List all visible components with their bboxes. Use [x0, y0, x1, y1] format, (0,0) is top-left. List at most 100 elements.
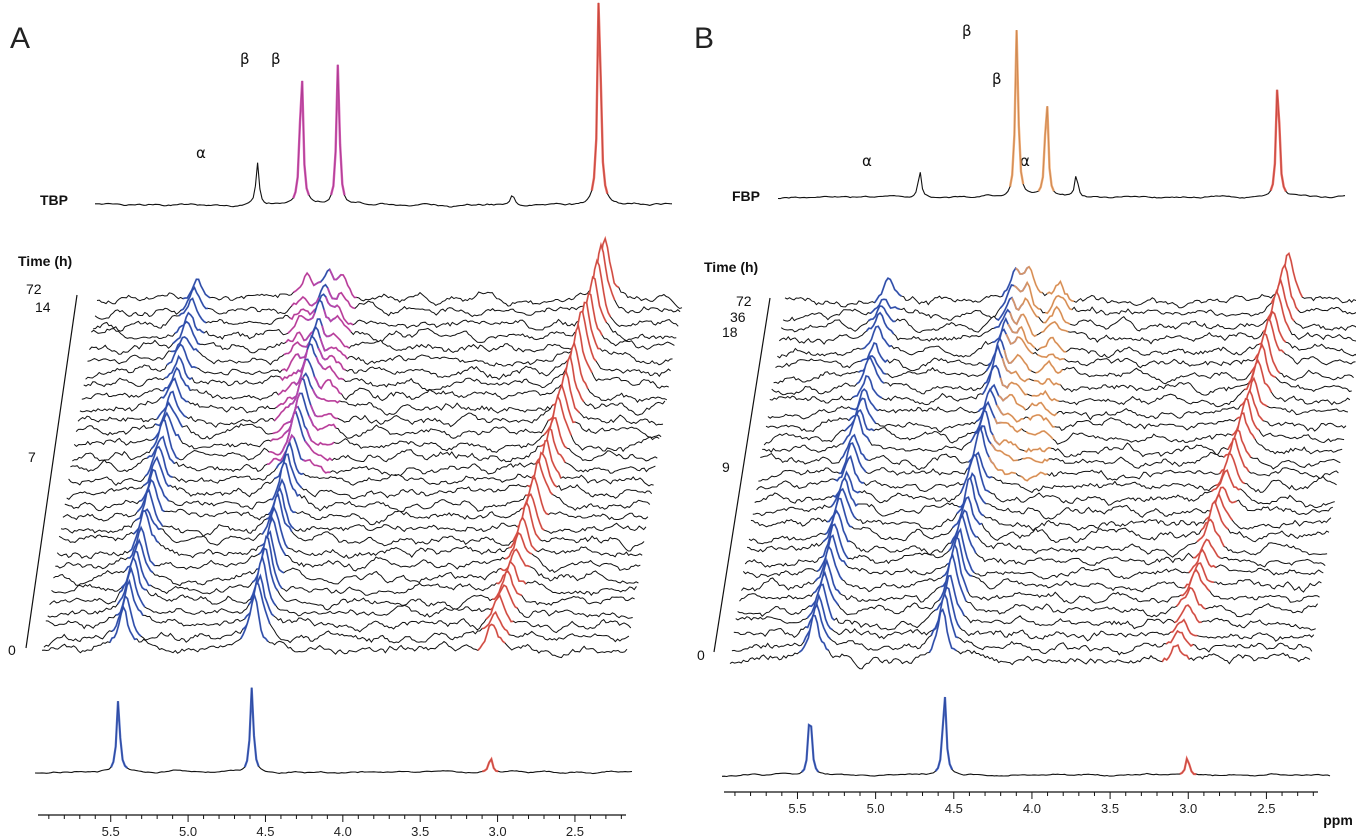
stack-trace-peak [938, 552, 967, 602]
stack-trace-peak [814, 544, 843, 582]
stack-trace-peak [492, 570, 523, 600]
stack-trace-peak [999, 377, 1028, 396]
panel-a-peak-label-beta-1: β [240, 50, 250, 68]
panel-b-peak-label-beta-2: β [992, 70, 1002, 88]
stack-trace-peak [266, 433, 295, 466]
stack-trace-peak [1029, 401, 1058, 417]
stack-trace [47, 555, 633, 619]
stack-trace-peak [302, 458, 331, 474]
stack-trace-peak [1033, 378, 1061, 386]
panel-b-compound-label: FBP [732, 188, 760, 204]
stack-trace-mask [68, 440, 654, 496]
stack-trace-peak [500, 548, 531, 572]
x-tick-label: 5.0 [179, 824, 197, 836]
stack-trace-peak [270, 461, 301, 501]
stack-trace-peak [990, 443, 1019, 462]
stack-trace-peak [321, 325, 350, 349]
stack-trace-peak [852, 374, 883, 399]
stack-trace-mask [767, 378, 1348, 428]
stack-trace-peak [277, 359, 307, 396]
x-tick-label: 2.5 [1257, 801, 1275, 816]
stack-trace-peak [477, 623, 506, 651]
x-tick-label: 3.0 [489, 824, 507, 836]
stack-trace-peak [844, 408, 875, 432]
reference-spectrum [95, 2, 673, 208]
stack-trace-peak [306, 429, 335, 447]
reference-peak [590, 2, 609, 195]
stack-trace-peak [1043, 305, 1071, 325]
stack-trace-peak [842, 411, 871, 445]
stack-trace-peak [240, 591, 269, 642]
x-tick-label: 5.5 [102, 824, 120, 836]
stack-trace-peak [281, 343, 311, 373]
stack-trace-mask [779, 291, 1356, 354]
stack-trace-peak [1003, 349, 1032, 372]
stack-trace-peak [1027, 414, 1055, 428]
panel-b-plot: 5.5 5.0 4.5 4.0 3.5 3.0 2.5 ppm [721, 30, 1356, 828]
stack-trace-mask [61, 489, 646, 544]
stack-trace [49, 547, 635, 611]
stack-trace-peak [806, 583, 835, 621]
stack-trace-mask [756, 452, 1337, 502]
stack-trace-mask [741, 537, 1322, 600]
stack-trace-mask [47, 557, 633, 628]
stack-trace-mask [70, 428, 656, 483]
stack-trace-mask [760, 426, 1341, 477]
final-spectrum-peak [934, 696, 954, 772]
stack-trace-peak [869, 298, 900, 315]
stack-trace-mask [731, 594, 1312, 662]
stack-trace-mask [781, 280, 1356, 341]
reference-peak [1269, 89, 1287, 192]
stack-trace-peak [504, 531, 533, 560]
stack-trace-peak [1041, 320, 1069, 334]
stack-trace-mask [777, 311, 1356, 366]
stack-trace-mask [754, 454, 1335, 514]
stack-trace-peak [1022, 457, 1050, 464]
stack-trace-peak [139, 468, 170, 502]
stack-trace-peak [146, 435, 175, 465]
panel-b-time-tick-0: 72 [736, 293, 752, 309]
panel-a-time-tick-3: 0 [8, 642, 16, 658]
stack-trace-peak [293, 271, 321, 294]
stack-trace-peak [1180, 568, 1211, 597]
stack-trace-peak [1015, 265, 1043, 294]
reference-peak [329, 64, 346, 196]
panel-b-time-tick-4: 0 [697, 647, 705, 663]
reference-spectrum [777, 30, 1346, 200]
x-tick-label: 4.0 [1023, 801, 1041, 816]
final-spectrum [721, 696, 1331, 778]
stack-trace-peak [1192, 538, 1221, 559]
panel-b-label: B [694, 22, 714, 55]
stack-trace-peak [1037, 353, 1065, 361]
stack-trace-peak [323, 309, 352, 333]
stack-trace-mask [76, 385, 662, 447]
panel-a-peak-label-alpha: α [196, 144, 206, 162]
stack-trace-mask [752, 473, 1333, 526]
stack-trace-mask [735, 575, 1316, 637]
final-spectrum-peak [800, 723, 820, 773]
stack-trace-peak [840, 433, 869, 461]
stack-trace-peak [178, 297, 207, 324]
stack-trace-mask [766, 389, 1346, 440]
stack-trace-peak [868, 304, 896, 323]
stack-trace [45, 574, 632, 634]
stack-trace-mask [42, 594, 627, 664]
stack-trace-peak [1023, 446, 1052, 453]
stack-trace-peak [1011, 296, 1039, 318]
stack-trace-peak [289, 307, 318, 321]
stack-trace-peak [995, 404, 1024, 423]
stack-trace-peak [839, 441, 867, 475]
stack-trace-peak [1001, 357, 1030, 383]
stack-trace-peak [319, 337, 349, 360]
stack-trace-mask [79, 355, 665, 423]
stack-trace-mask [81, 343, 667, 411]
stack-trace-peak [834, 454, 864, 484]
stack-trace-peak [993, 417, 1023, 433]
x-tick-label: 2.5 [566, 824, 584, 836]
stack-trace-peak [119, 555, 147, 594]
stack-trace-peak [313, 376, 343, 395]
stack-trace-peak [315, 356, 344, 381]
stack-trace-peak [261, 493, 293, 535]
